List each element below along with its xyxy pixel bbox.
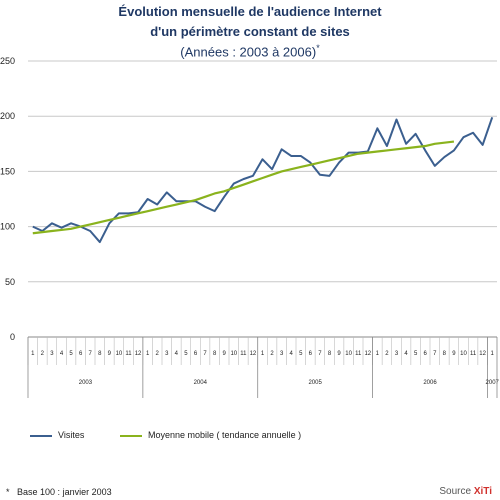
x-tick-label: 5 — [414, 351, 418, 357]
x-tick-label: 4 — [60, 351, 64, 357]
series-line-visites — [32, 116, 494, 244]
x-tick-label: 9 — [452, 351, 456, 357]
year-label-2005: 2005 — [308, 380, 322, 386]
x-tick-label: 9 — [108, 351, 112, 357]
x-tick-label: 11 — [355, 351, 362, 357]
year-label-2003: 2003 — [79, 380, 93, 386]
y-tick-label: 250 — [0, 56, 15, 66]
y-tick-label: 150 — [0, 166, 15, 176]
xiti-logo: XiTi — [473, 486, 492, 497]
x-tick-label: 3 — [280, 351, 284, 357]
x-tick-label: 2 — [385, 351, 389, 357]
x-tick-label: 1 — [491, 351, 495, 357]
x-tick-label: 7 — [433, 351, 437, 357]
legend-label-moyenne: Moyenne mobile ( tendance annuelle ) — [148, 430, 302, 440]
x-tick-label: 5 — [69, 351, 73, 357]
legend-item-moyenne: Moyenne mobile ( tendance annuelle ) — [120, 430, 301, 440]
x-tick-label: 7 — [318, 351, 322, 357]
x-tick-label: 8 — [213, 351, 217, 357]
x-tick-label: 2 — [156, 351, 160, 357]
x-tick-label: 12 — [250, 351, 257, 357]
chart-title-line1: Évolution mensuelle de l'audience Intern… — [118, 4, 382, 19]
x-tick-label: 9 — [223, 351, 227, 357]
x-tick-label: 1 — [31, 351, 35, 357]
series-line-moyenne-mobile — [32, 140, 455, 235]
x-tick-label: 7 — [203, 351, 207, 357]
x-tick-label: 11 — [240, 351, 247, 357]
x-tick-label: 7 — [89, 351, 93, 357]
x-tick-label: 1 — [376, 351, 380, 357]
x-tick-label: 10 — [460, 351, 467, 357]
x-tick-label: 3 — [165, 351, 169, 357]
x-tick-label: 6 — [309, 351, 313, 357]
x-tick-label: 10 — [230, 351, 237, 357]
x-tick-label: 6 — [79, 351, 83, 357]
y-tick-label: 200 — [0, 111, 15, 121]
x-tick-label: 8 — [328, 351, 332, 357]
x-tick-label: 6 — [194, 351, 198, 357]
year-label-2006: 2006 — [423, 380, 437, 386]
x-tick-label: 10 — [345, 351, 352, 357]
x-tick-label: 11 — [125, 351, 132, 357]
x-tick-label: 11 — [470, 351, 477, 357]
legend-swatch-visites — [30, 434, 52, 437]
x-tick-label: 2 — [41, 351, 45, 357]
footnote: * Base 100 : janvier 2003 — [6, 487, 112, 497]
y-tick-label: 100 — [0, 222, 15, 232]
x-tick-label: 4 — [290, 351, 294, 357]
x-tick-label: 5 — [299, 351, 303, 357]
x-tick-label: 5 — [184, 351, 188, 357]
x-tick-label: 6 — [424, 351, 428, 357]
y-tick-label: 50 — [5, 277, 15, 287]
x-tick-label: 9 — [337, 351, 341, 357]
x-tick-label: 12 — [135, 351, 142, 357]
legend-swatch-moyenne — [120, 434, 142, 437]
x-tick-label: 3 — [50, 351, 54, 357]
x-tick-label: 4 — [404, 351, 408, 357]
x-tick-label: 1 — [146, 351, 150, 357]
x-tick-label: 3 — [395, 351, 399, 357]
year-label-2004: 2004 — [194, 380, 208, 386]
legend-item-visites: Visites — [30, 430, 84, 440]
x-tick-label: 12 — [364, 351, 371, 357]
x-tick-label: 4 — [175, 351, 179, 357]
chart-subtitle: (Années : 2003 à 2006)* — [180, 43, 320, 60]
x-tick-label: 10 — [116, 351, 123, 357]
y-tick-label: 0 — [10, 332, 15, 342]
x-tick-label: 1 — [261, 351, 265, 357]
x-tick-label: 8 — [98, 351, 102, 357]
legend-label-visites: Visites — [58, 430, 85, 440]
year-label-2007: 2007 — [486, 380, 500, 386]
x-tick-label: 8 — [443, 351, 447, 357]
x-tick-label: 12 — [479, 351, 486, 357]
x-tick-label: 2 — [270, 351, 274, 357]
chart-title-line2: d'un périmètre constant de sites — [150, 24, 350, 39]
source-credit: Source XiTi — [439, 486, 492, 497]
